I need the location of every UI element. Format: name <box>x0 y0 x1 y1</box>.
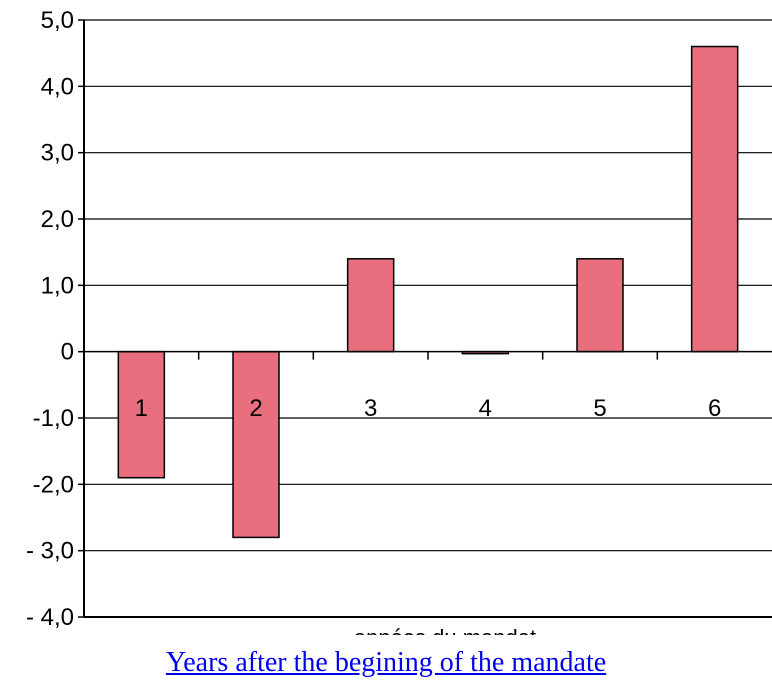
bars <box>117 45 739 539</box>
category-label: 3 <box>364 395 377 422</box>
category-label: 6 <box>708 395 721 422</box>
bar <box>690 45 739 353</box>
bar <box>576 258 624 353</box>
bar <box>232 350 280 539</box>
y-tick-label: 3,0 <box>41 140 74 167</box>
y-tick-label: 0 <box>61 339 74 366</box>
x-axis-label: années du mandat <box>354 625 536 640</box>
category-label: 4 <box>479 395 492 422</box>
y-tick-label: - 4,0 <box>26 604 74 631</box>
y-tick-label: 2,0 <box>41 206 74 233</box>
caption-link[interactable]: Years after the begining of the mandate <box>165 647 607 678</box>
category-label: 2 <box>249 395 262 422</box>
category-label: 1 <box>135 395 148 422</box>
y-tick-label: 1,0 <box>41 272 74 299</box>
y-tick-label: -2,0 <box>33 471 74 498</box>
bar <box>346 258 395 353</box>
y-tick-label: - 3,0 <box>26 538 74 565</box>
category-label: 5 <box>593 395 606 422</box>
y-tick-label: 5,0 <box>41 7 74 34</box>
gridlines <box>84 19 772 618</box>
y-tick-label: -1,0 <box>33 405 74 432</box>
y-tick-labels: 5,0 4,0 3,0 2,0 1,0 0 -1,0 -2,0 - 3,0 - 4,0 <box>26 7 84 631</box>
y-tick-label: 4,0 <box>41 73 74 100</box>
bar-chart: 5,0 4,0 3,0 2,0 1,0 0 -1,0 -2,0 - 3,0 - 4,0 1 2 3 4 5… <box>26 7 772 640</box>
category-labels: 1 2 3 4 5 6 <box>135 351 721 422</box>
